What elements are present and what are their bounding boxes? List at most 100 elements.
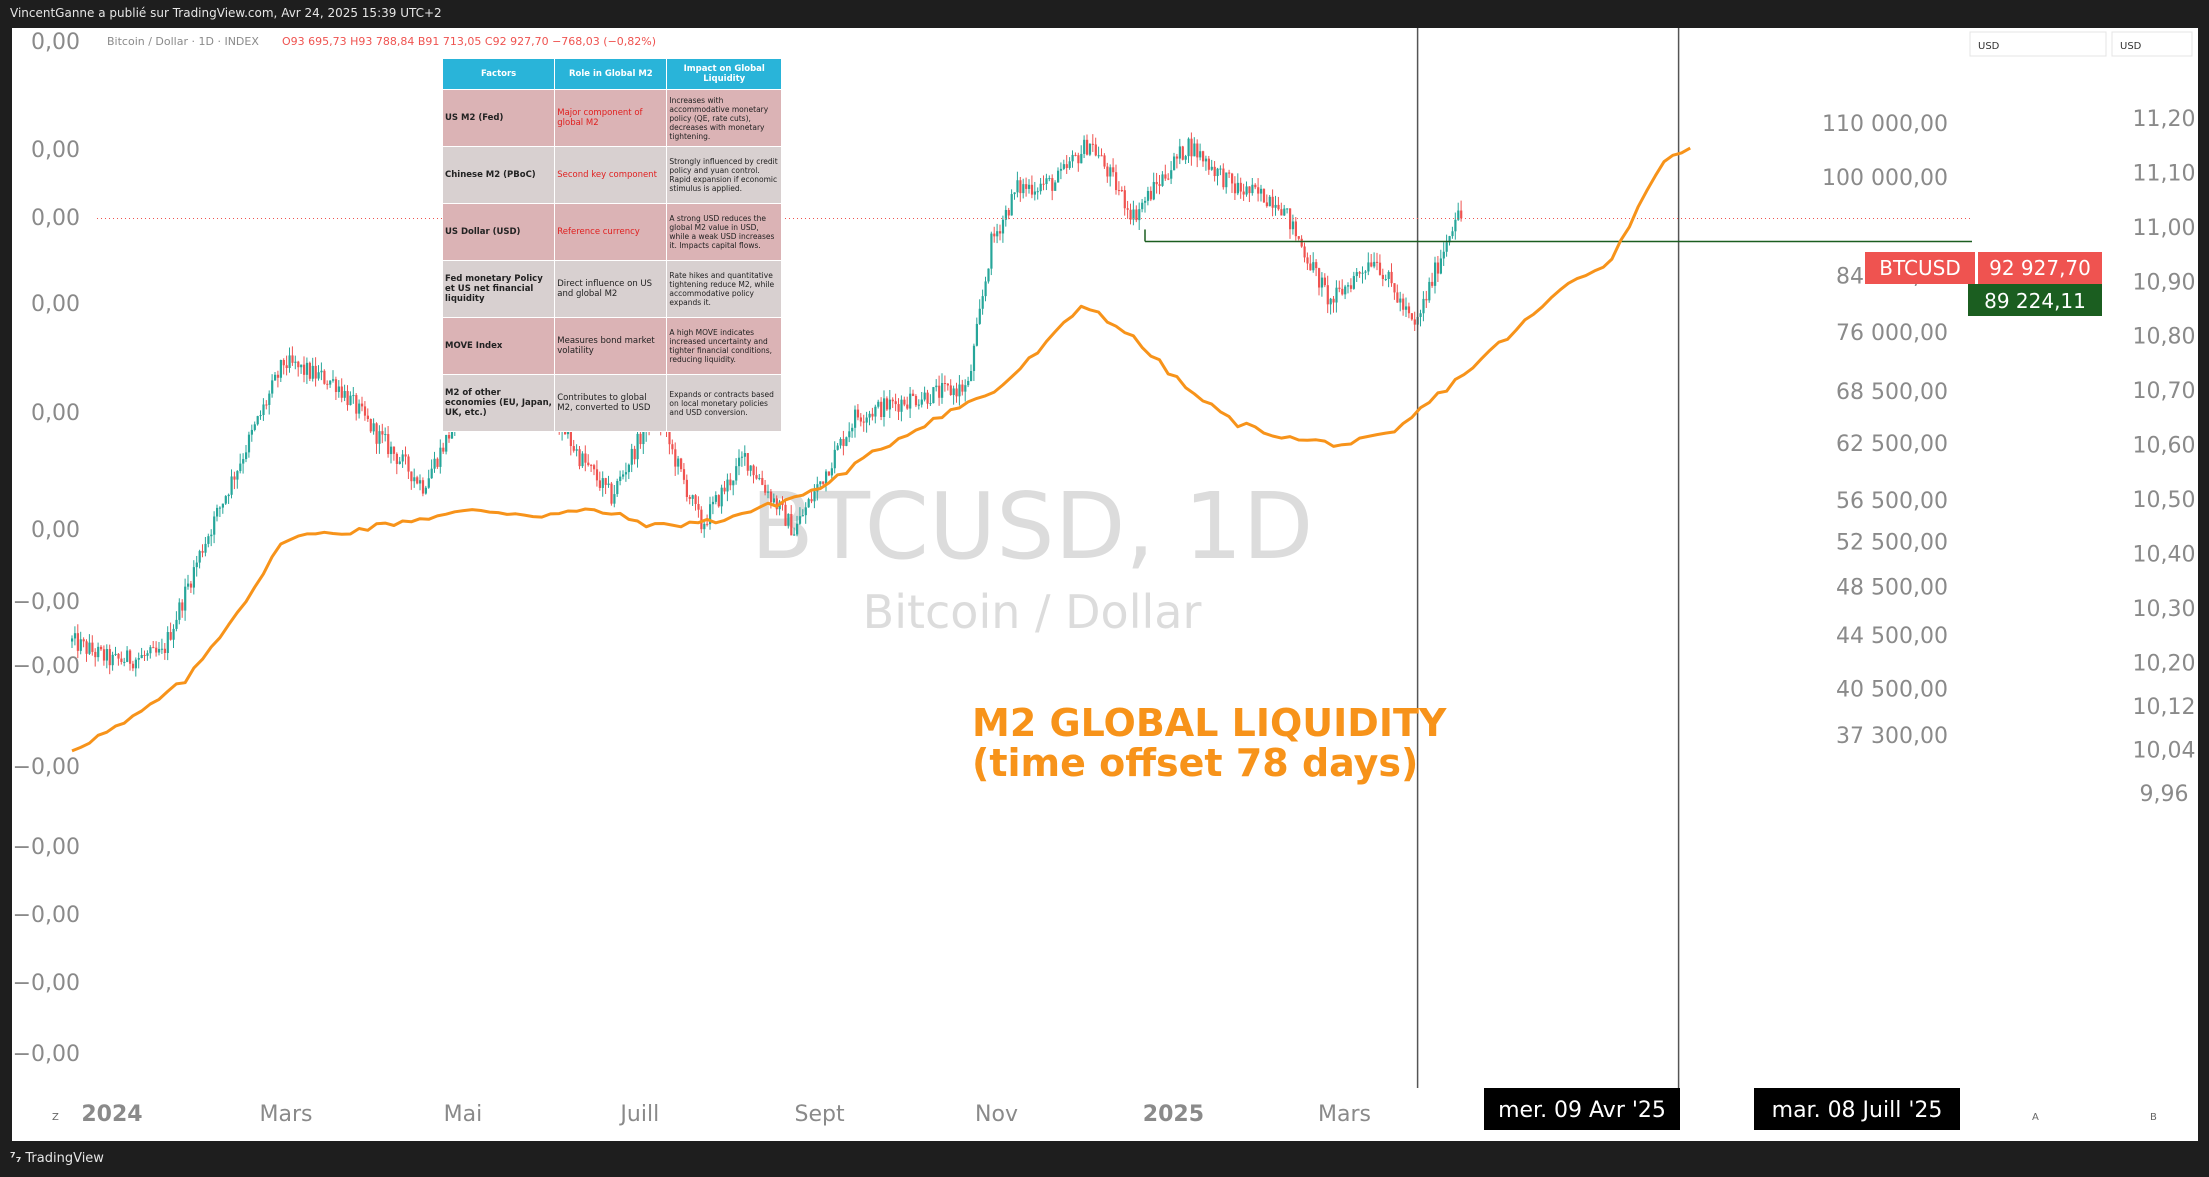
candle-body xyxy=(1106,166,1109,177)
candle-body xyxy=(839,438,842,446)
cell-factor: US M2 (Fed) xyxy=(441,89,556,147)
candle-body xyxy=(952,388,955,395)
candle-body xyxy=(743,453,746,457)
candle-body xyxy=(996,231,999,237)
candle-body xyxy=(798,516,802,524)
candle-body xyxy=(1294,221,1297,237)
candle-body xyxy=(1376,261,1379,263)
candle-body xyxy=(871,413,874,417)
candle-body xyxy=(993,233,996,237)
candle-body xyxy=(726,479,729,492)
candle-body xyxy=(253,424,256,430)
publisher-text: VincentGanne a publié sur TradingView.co… xyxy=(10,6,442,20)
candle-body xyxy=(1033,191,1036,195)
candle-body xyxy=(158,648,161,653)
candle-body xyxy=(764,484,767,493)
candle-body xyxy=(97,646,100,658)
price-axis-tick: 52 500,00 xyxy=(1836,531,1948,556)
candle-body xyxy=(294,361,297,363)
candle-body xyxy=(221,503,224,508)
candle-body xyxy=(349,395,352,406)
candle-body xyxy=(1457,210,1460,220)
candle-body xyxy=(381,431,384,435)
candle-body xyxy=(688,497,691,499)
price-axis-tick: 76 000,00 xyxy=(1836,321,1948,346)
candle-body xyxy=(363,406,367,416)
candle-body xyxy=(682,469,686,480)
candle-body xyxy=(1190,138,1193,157)
candle-body xyxy=(938,385,941,398)
candle-body xyxy=(1396,292,1399,303)
candle-body xyxy=(1373,261,1376,267)
candle-body xyxy=(419,480,422,484)
table-row: Chinese M2 (PBoC) Second key component S… xyxy=(441,146,782,204)
candle-body xyxy=(569,431,572,447)
candle-body xyxy=(262,404,265,416)
candle-body xyxy=(155,647,158,653)
candle-body xyxy=(746,453,749,471)
candle-body xyxy=(1445,242,1448,252)
candle-body xyxy=(163,648,166,654)
candle-body xyxy=(343,391,346,398)
candle-body xyxy=(775,498,778,510)
candle-body xyxy=(1228,172,1231,174)
candle-body xyxy=(160,648,164,650)
candle-body xyxy=(697,504,700,510)
candle-body xyxy=(1091,143,1094,145)
candle-body xyxy=(1146,190,1150,201)
candle-body xyxy=(593,465,596,470)
candle-body xyxy=(1268,196,1271,207)
candle-body xyxy=(1422,298,1425,314)
candle-body xyxy=(227,494,230,497)
candle-body xyxy=(622,474,625,477)
candle-body xyxy=(1016,180,1019,193)
b-button[interactable]: B xyxy=(2150,1112,2157,1123)
candle-body xyxy=(851,427,854,432)
currency-box-b-label: USD xyxy=(2120,41,2142,52)
btc-price-tag-label-bg xyxy=(1865,252,1975,284)
candle-body xyxy=(624,472,628,475)
candle-body xyxy=(732,480,735,486)
candle-body xyxy=(137,658,140,660)
candle-body xyxy=(630,448,633,465)
left-axis-tick: 0,00 xyxy=(31,30,80,55)
candle-body xyxy=(566,431,570,435)
candle-body xyxy=(355,395,358,414)
candle-body xyxy=(856,409,860,418)
z-button[interactable]: Z xyxy=(52,1112,59,1123)
candle-body xyxy=(1402,298,1405,310)
candle-body xyxy=(796,523,799,535)
cell-role: Measures bond market volatility xyxy=(554,317,668,375)
tradingview-logo[interactable]: ⁷₇ TradingView xyxy=(10,1151,104,1166)
candle-body xyxy=(413,477,416,482)
left-axis: 0,00 0,00 0,00 0,00 0,00 0,00 −0,00 −0,00 −0,00 −… xyxy=(13,30,80,1067)
candle-body xyxy=(250,429,253,435)
candle-body xyxy=(1088,143,1092,155)
candle-body xyxy=(668,429,671,445)
cell-role: Reference currency xyxy=(554,203,668,261)
a-button[interactable]: A xyxy=(2032,1112,2039,1123)
currency-box-b[interactable] xyxy=(2111,31,2193,57)
currency-box-a[interactable] xyxy=(1969,31,2107,57)
candle-body xyxy=(108,649,111,666)
candle-body xyxy=(395,453,398,464)
left-axis-tick: 0,00 xyxy=(31,401,80,426)
left-axis-tick: −0,00 xyxy=(13,903,80,928)
candle-body xyxy=(169,632,172,640)
table-row: US M2 (Fed) Major component of global M2… xyxy=(441,89,782,147)
chart-svg[interactable]: BTCUSD, 1D Bitcoin / Dollar Bitcoin / Do… xyxy=(12,28,2198,1141)
candle-body xyxy=(1210,166,1213,170)
candle-body xyxy=(894,401,897,405)
candle-body xyxy=(674,449,677,467)
candle-body xyxy=(1204,158,1208,162)
candle-body xyxy=(929,403,932,405)
candle-body xyxy=(1144,200,1147,203)
candle-body xyxy=(416,477,419,484)
candle-body xyxy=(346,391,349,406)
candle-body xyxy=(758,477,761,479)
candle-body xyxy=(1407,306,1411,314)
candle-body xyxy=(807,499,810,508)
chart-area[interactable]: BTCUSD, 1D Bitcoin / Dollar Bitcoin / Do… xyxy=(12,28,2198,1141)
candle-body xyxy=(703,523,706,530)
candle-body xyxy=(91,642,94,652)
